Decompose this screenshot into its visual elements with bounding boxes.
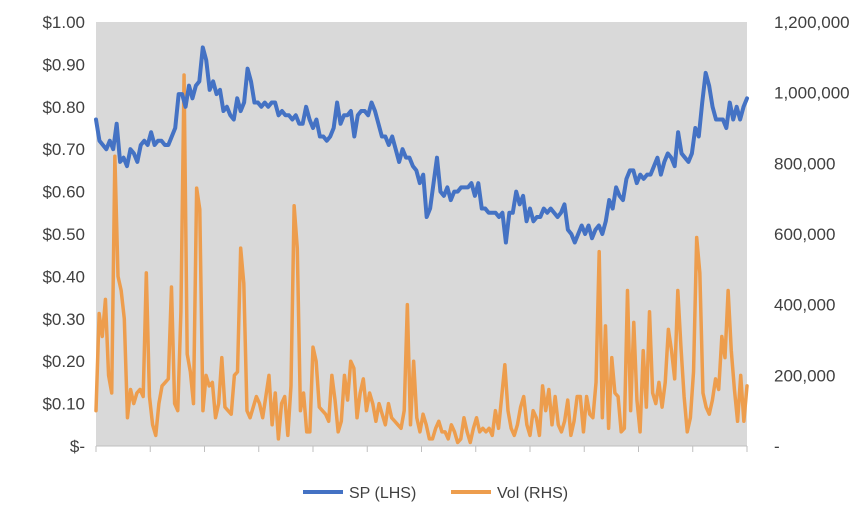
left-tick-label: $0.70 [42, 140, 85, 159]
left-tick-label: $0.10 [42, 395, 85, 414]
left-tick-label: $0.90 [42, 55, 85, 74]
legend-label-vol: Vol (RHS) [497, 485, 568, 502]
series-line-sp [94, 45, 749, 245]
right-tick-label: - [774, 437, 780, 456]
left-tick-label: $0.30 [42, 310, 85, 329]
left-tick-label: $1.00 [42, 13, 85, 32]
left-tick-label: $0.40 [42, 267, 85, 286]
right-tick-label: 200,000 [774, 366, 835, 385]
legend-label-sp: SP (LHS) [349, 485, 416, 502]
right-tick-label: 1,000,000 [774, 84, 850, 103]
left-tick-label: $- [70, 437, 85, 456]
left-tick-label: $0.80 [42, 98, 85, 117]
right-tick-label: 600,000 [774, 225, 835, 244]
left-tick-label: $0.60 [42, 183, 85, 202]
left-axis-tick-labels: $- $0.10 $0.20 $0.30 $0.40 $0.50 $0.60 $0.70 $0.… [42, 13, 85, 456]
series-line-vol [94, 73, 749, 445]
x-axis-ticks [95, 446, 748, 452]
left-tick-label: $0.50 [42, 225, 85, 244]
left-tick-label: $0.20 [42, 352, 85, 371]
right-axis-tick-labels: - 200,000 400,000 600,000 800,000 1,000,000 1,… [774, 13, 850, 456]
right-tick-label: 400,000 [774, 296, 835, 315]
right-tick-label: 1,200,000 [774, 13, 850, 32]
legend: SP (LHS) Vol (RHS) [303, 485, 568, 502]
series-layer [94, 45, 749, 445]
right-tick-label: 800,000 [774, 154, 835, 173]
